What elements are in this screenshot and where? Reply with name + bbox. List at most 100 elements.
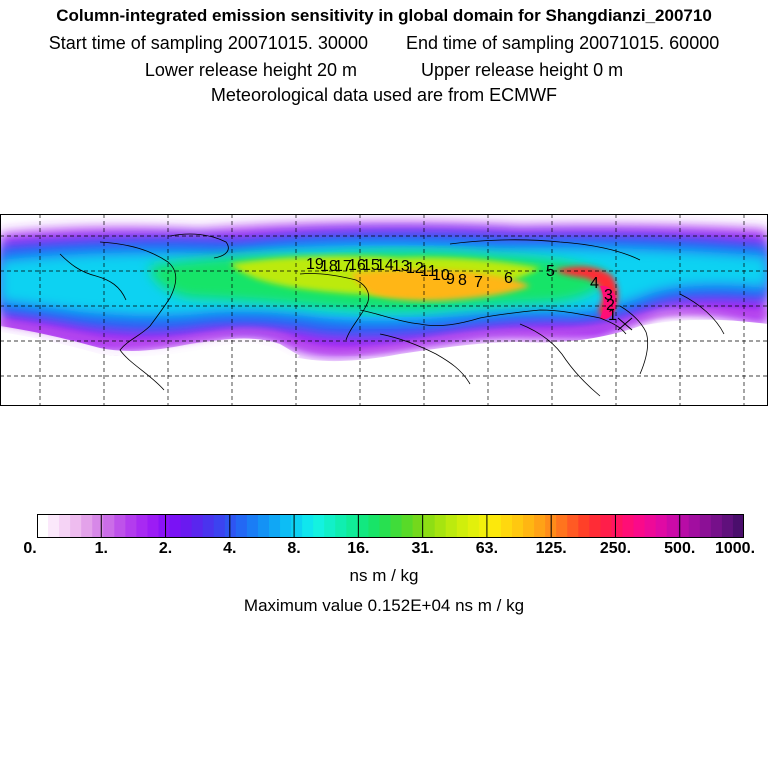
colorbar-tick-label: 0.	[23, 540, 37, 557]
colorbar-cell	[368, 514, 381, 538]
colorbar-cell	[37, 514, 49, 538]
start-time-label: Start time of sampling 20071015. 30000	[48, 33, 368, 53]
release-height-line: Lower release height 20 m Upper release …	[0, 60, 768, 81]
colorbar-cell	[633, 514, 646, 538]
colorbar-cell	[423, 514, 436, 538]
colorbar-cell	[291, 514, 303, 538]
colorbar-cell	[478, 514, 491, 538]
colorbar-unit-label: ns m / kg	[349, 566, 419, 585]
colorbar-cell	[655, 514, 668, 538]
colorbar-tick-label: 16.	[347, 540, 370, 557]
receptor-marker	[617, 317, 633, 331]
met-data-label: Meteorological data used are from ECMWF	[210, 85, 558, 105]
sampling-time-line: Start time of sampling 20071015. 30000 E…	[0, 33, 768, 54]
colorbar-cell	[534, 514, 546, 538]
trajectory-label: 8	[458, 272, 467, 289]
map-title: Column-integrated emission sensitivity i…	[56, 6, 712, 25]
colorbar	[37, 514, 744, 538]
colorbar-cell	[379, 514, 392, 538]
colorbar-tick-label: 1.	[94, 540, 108, 557]
trajectory-label: 2	[606, 297, 615, 314]
colorbar-cell	[412, 514, 425, 538]
colorbar-cell	[257, 514, 270, 538]
colorbar-cell	[81, 514, 93, 538]
colorbar-cell	[401, 514, 414, 538]
trajectory-label: 14	[376, 257, 394, 274]
trajectory-label: 12	[406, 260, 424, 277]
colorbar-cell	[48, 514, 60, 538]
colorbar-cell	[622, 514, 635, 538]
colorbar-tick-label: 8.	[287, 540, 301, 557]
colorbar-cell	[125, 514, 138, 538]
colorbar-cell	[611, 514, 624, 538]
colorbar-cell	[114, 514, 126, 538]
colorbar-tick-label: 125.	[535, 540, 567, 557]
colorbar-cell	[235, 514, 248, 538]
trajectory-label: 15	[362, 257, 380, 274]
colorbar-tick-label: 250.	[599, 540, 632, 557]
trajectory-label: 16	[348, 257, 366, 274]
sensitivity-field	[0, 222, 768, 406]
colorbar-cell	[512, 514, 524, 538]
colorbar-cell	[467, 514, 480, 538]
colorbar-cell	[346, 514, 358, 538]
colorbar-tick-label: 2.	[158, 540, 173, 557]
upper-release-label: Upper release height 0 m	[421, 60, 624, 80]
colorbar-cell	[688, 514, 701, 538]
coastlines	[59, 233, 725, 397]
colorbar-cell	[699, 514, 712, 538]
colorbar-cell	[732, 514, 744, 538]
colorbar-cell	[92, 514, 104, 538]
trajectory-label: 9	[446, 271, 455, 288]
colorbar-cell	[324, 514, 336, 538]
colorbar-cell	[202, 514, 215, 538]
colorbar-cell	[103, 514, 115, 538]
colorbar-cell	[710, 514, 723, 538]
lower-release-label: Lower release height 20 m	[144, 60, 357, 80]
trajectory-label: 17	[334, 258, 352, 275]
colorbar-cell	[489, 514, 502, 538]
trajectory-label: 11	[420, 263, 437, 280]
colorbar-cell	[158, 514, 171, 538]
colorbar-cell	[357, 514, 370, 538]
colorbar-cell	[335, 514, 347, 538]
colorbar-cell	[191, 514, 204, 538]
colorbar-cell	[268, 514, 281, 538]
trajectory-label: 4	[590, 275, 599, 292]
colorbar-frame	[37, 514, 744, 538]
colorbar-tick-label: 63.	[475, 540, 499, 557]
graticule	[0, 214, 768, 406]
trajectory-label: 13	[392, 258, 410, 275]
colorbar-tick-label: 500.	[664, 540, 696, 557]
colorbar-cell	[390, 514, 403, 538]
trajectory-label: 19	[306, 256, 324, 273]
colorbar-cell	[578, 514, 590, 538]
colorbar-cell	[313, 514, 325, 538]
colorbar-cell	[213, 514, 226, 538]
trajectory-label: 5	[546, 263, 555, 280]
colorbar-cell	[677, 514, 690, 538]
colorbar-cell	[302, 514, 314, 538]
colorbar-cell	[445, 514, 458, 538]
colorbar-cell	[567, 514, 579, 538]
colorbar-cell	[434, 514, 447, 538]
colorbar-cell	[224, 514, 237, 538]
colorbar-cell	[136, 514, 149, 538]
trajectory-label: 10	[432, 267, 450, 284]
colorbar-cell	[147, 514, 160, 538]
colorbar-cell	[644, 514, 657, 538]
colorbar-cell	[589, 514, 601, 538]
trajectory-label: 3	[604, 287, 613, 304]
colorbar-cell	[59, 514, 71, 538]
colorbar-cell	[246, 514, 259, 538]
colorbar-cell	[523, 514, 535, 538]
colorbar-tick-label: 31.	[411, 540, 434, 557]
trajectory-label: 7	[474, 274, 483, 291]
colorbar-cell	[500, 514, 513, 538]
trajectory-label: 1	[608, 307, 617, 324]
colorbar-cell	[456, 514, 469, 538]
colorbar-cell	[600, 514, 613, 538]
trajectory-label: 6	[504, 270, 513, 287]
